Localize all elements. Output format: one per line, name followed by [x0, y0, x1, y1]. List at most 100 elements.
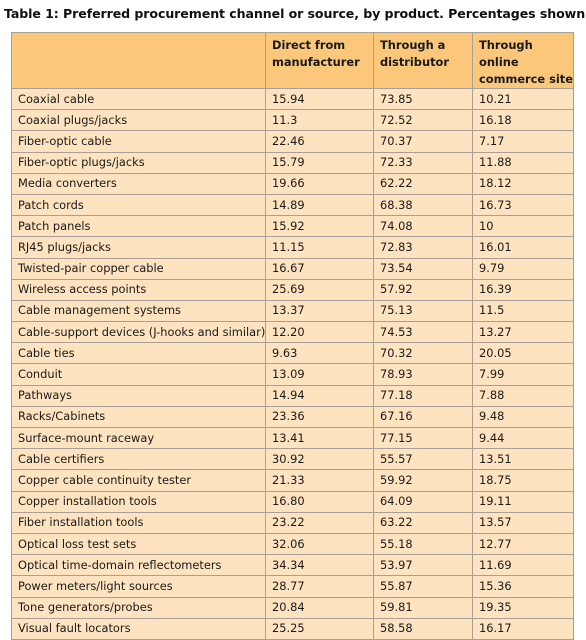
direct-cell: 32.06: [265, 532, 374, 556]
table-row: Coaxial plugs/jacks 11.3 72.52 16.18: [11, 109, 574, 132]
table-row: Fiber-optic cable 22.46 70.37 7.17: [11, 130, 574, 153]
online-cell: 9.44: [472, 426, 574, 450]
header-direct: Direct from manufacturer: [265, 32, 374, 89]
table-row: Fiber installation tools 23.22 63.22 13.57: [11, 511, 574, 534]
product-cell: RJ45 plugs/jacks: [11, 236, 266, 259]
header-product: [11, 32, 266, 89]
online-cell: 9.48: [472, 405, 574, 429]
direct-cell: 30.92: [265, 448, 374, 471]
table-row: Wireless access points 25.69 57.92 16.39: [11, 278, 574, 301]
header-distributor: Through a distributor: [373, 32, 473, 89]
product-cell: Cable certifiers: [11, 448, 266, 471]
distributor-cell: 78.93: [373, 363, 473, 386]
table-row: Visual fault locators 25.25 58.58 16.17: [11, 617, 574, 640]
direct-cell: 34.34: [265, 554, 374, 577]
table-row: Copper cable continuity tester 21.33 59.92…: [11, 469, 574, 492]
product-cell: Patch cords: [11, 193, 266, 217]
product-cell: Visual fault locators: [11, 617, 266, 640]
table-row: Copper installation tools 16.80 64.09 19.11: [11, 490, 574, 513]
direct-cell: 11.3: [265, 109, 374, 132]
distributor-cell: 55.87: [373, 575, 473, 598]
online-cell: 19.35: [472, 596, 574, 619]
online-cell: 13.51: [472, 448, 574, 471]
header-row: Direct from manufacturer Through a distr…: [11, 32, 574, 89]
online-cell: 7.17: [472, 130, 574, 153]
distributor-cell: 70.37: [373, 130, 473, 153]
table-row: Cable certifiers 30.92 55.57 13.51: [11, 448, 574, 471]
direct-cell: 14.89: [265, 193, 374, 217]
online-cell: 13.57: [472, 511, 574, 534]
distributor-cell: 74.53: [373, 321, 473, 344]
product-cell: Optical time-domain reflectometers: [11, 554, 266, 577]
direct-cell: 23.36: [265, 405, 374, 429]
distributor-cell: 57.92: [373, 278, 473, 301]
direct-cell: 14.94: [265, 384, 374, 407]
table-row: Media converters 19.66 62.22 18.12: [11, 172, 574, 195]
direct-cell: 12.20: [265, 321, 374, 344]
online-cell: 7.88: [472, 384, 574, 407]
direct-cell: 20.84: [265, 596, 374, 619]
online-cell: 11.5: [472, 299, 574, 323]
header-online: Through online commerce site: [472, 32, 574, 89]
product-cell: Copper cable continuity tester: [11, 469, 266, 492]
online-cell: 20.05: [472, 342, 574, 365]
direct-cell: 13.09: [265, 363, 374, 386]
online-cell: 16.18: [472, 109, 574, 132]
online-cell: 10: [472, 215, 574, 238]
distributor-cell: 75.13: [373, 299, 473, 323]
online-cell: 15.36: [472, 575, 574, 598]
table-row: Tone generators/probes 20.84 59.81 19.35: [11, 596, 574, 619]
product-cell: Media converters: [11, 172, 266, 195]
direct-cell: 15.92: [265, 215, 374, 238]
product-cell: Conduit: [11, 363, 266, 386]
direct-cell: 15.79: [265, 151, 374, 174]
direct-cell: 16.80: [265, 490, 374, 513]
product-cell: Fiber-optic plugs/jacks: [11, 151, 266, 174]
distributor-cell: 67.16: [373, 405, 473, 429]
product-cell: Patch panels: [11, 215, 266, 238]
online-cell: 9.79: [472, 257, 574, 280]
distributor-cell: 59.92: [373, 469, 473, 492]
table-row: Cable-support devices (J-hooks and simil…: [11, 321, 574, 344]
online-cell: 7.99: [472, 363, 574, 386]
table-row: Twisted-pair copper cable 16.67 73.54 9.79: [11, 257, 574, 280]
online-cell: 19.11: [472, 490, 574, 513]
distributor-cell: 72.83: [373, 236, 473, 259]
distributor-cell: 53.97: [373, 554, 473, 577]
distributor-cell: 64.09: [373, 490, 473, 513]
product-cell: Power meters/light sources: [11, 575, 266, 598]
table-row: Optical loss test sets 32.06 55.18 12.77: [11, 532, 574, 556]
table-caption: Table 1: Preferred procurement channel o…: [4, 6, 586, 21]
distributor-cell: 72.52: [373, 109, 473, 132]
product-cell: Optical loss test sets: [11, 532, 266, 556]
online-cell: 16.39: [472, 278, 574, 301]
table-row: Cable ties 9.63 70.32 20.05: [11, 342, 574, 365]
table-row: RJ45 plugs/jacks 11.15 72.83 16.01: [11, 236, 574, 259]
direct-cell: 11.15: [265, 236, 374, 259]
distributor-cell: 55.18: [373, 532, 473, 556]
product-cell: Fiber installation tools: [11, 511, 266, 534]
distributor-cell: 68.38: [373, 193, 473, 217]
distributor-cell: 55.57: [373, 448, 473, 471]
distributor-cell: 72.33: [373, 151, 473, 174]
product-cell: Cable ties: [11, 342, 266, 365]
distributor-cell: 77.18: [373, 384, 473, 407]
table-row: Conduit 13.09 78.93 7.99: [11, 363, 574, 386]
product-cell: Surface-mount raceway: [11, 426, 266, 450]
online-cell: 16.01: [472, 236, 574, 259]
direct-cell: 13.41: [265, 426, 374, 450]
online-cell: 12.77: [472, 532, 574, 556]
direct-cell: 28.77: [265, 575, 374, 598]
online-cell: 18.12: [472, 172, 574, 195]
table-row: Fiber-optic plugs/jacks 15.79 72.33 11.88: [11, 151, 574, 174]
online-cell: 16.17: [472, 617, 574, 640]
table-row: Patch panels 15.92 74.08 10: [11, 215, 574, 238]
direct-cell: 25.25: [265, 617, 374, 640]
product-cell: Coaxial cable: [11, 87, 266, 111]
distributor-cell: 74.08: [373, 215, 473, 238]
distributor-cell: 73.85: [373, 87, 473, 111]
table-row: Surface-mount raceway 13.41 77.15 9.44: [11, 426, 574, 450]
product-cell: Coaxial plugs/jacks: [11, 109, 266, 132]
online-cell: 10.21: [472, 87, 574, 111]
distributor-cell: 62.22: [373, 172, 473, 195]
